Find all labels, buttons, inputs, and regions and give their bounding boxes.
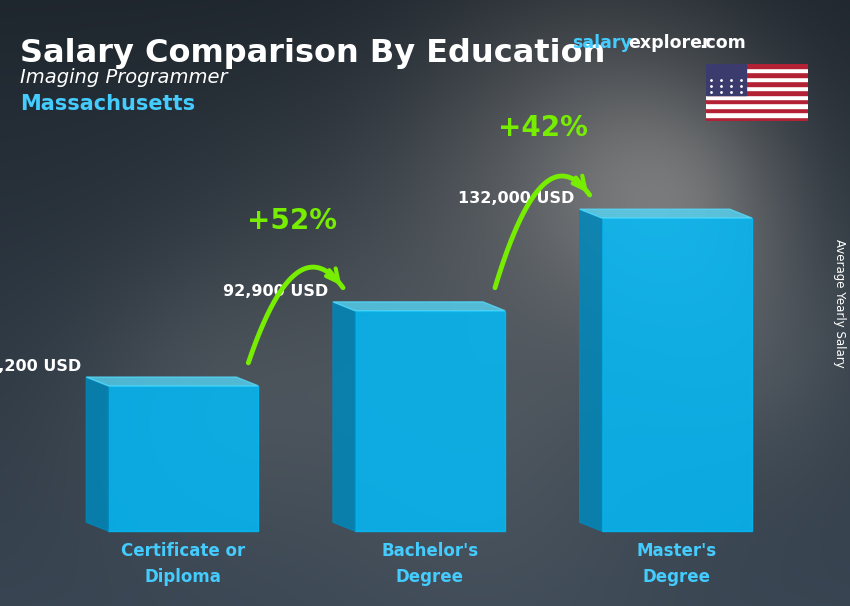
Polygon shape <box>108 386 258 531</box>
Text: Bachelor's
Degree: Bachelor's Degree <box>382 542 479 585</box>
Bar <box>706 112 808 117</box>
Text: Average Yearly Salary: Average Yearly Salary <box>834 239 847 367</box>
Bar <box>706 95 808 99</box>
Bar <box>706 90 808 95</box>
Polygon shape <box>87 377 108 531</box>
Text: Certificate or
Diploma: Certificate or Diploma <box>122 542 246 585</box>
Bar <box>706 104 808 108</box>
Text: Imaging Programmer: Imaging Programmer <box>20 68 228 87</box>
Bar <box>706 64 746 95</box>
Bar <box>706 108 808 112</box>
Text: .com: .com <box>699 34 745 52</box>
Polygon shape <box>333 302 355 531</box>
Polygon shape <box>87 377 258 386</box>
Polygon shape <box>355 311 505 531</box>
Bar <box>706 77 808 81</box>
Polygon shape <box>602 218 751 531</box>
Text: 92,900 USD: 92,900 USD <box>223 284 328 299</box>
Text: Salary Comparison By Education: Salary Comparison By Education <box>20 38 605 69</box>
Bar <box>706 73 808 77</box>
Bar <box>706 86 808 90</box>
Text: Master's
Degree: Master's Degree <box>637 542 717 585</box>
Polygon shape <box>333 302 505 311</box>
Bar <box>706 81 808 86</box>
Text: explorer: explorer <box>628 34 711 52</box>
Bar <box>706 117 808 121</box>
Bar <box>706 99 808 104</box>
Polygon shape <box>580 209 751 218</box>
Text: +52%: +52% <box>246 207 337 235</box>
Polygon shape <box>580 209 602 531</box>
Text: 132,000 USD: 132,000 USD <box>458 191 575 206</box>
Text: 61,200 USD: 61,200 USD <box>0 359 82 374</box>
Bar <box>706 68 808 73</box>
Text: salary: salary <box>572 34 632 52</box>
Text: +42%: +42% <box>498 114 588 142</box>
Bar <box>706 64 808 68</box>
Text: Massachusetts: Massachusetts <box>20 94 196 114</box>
